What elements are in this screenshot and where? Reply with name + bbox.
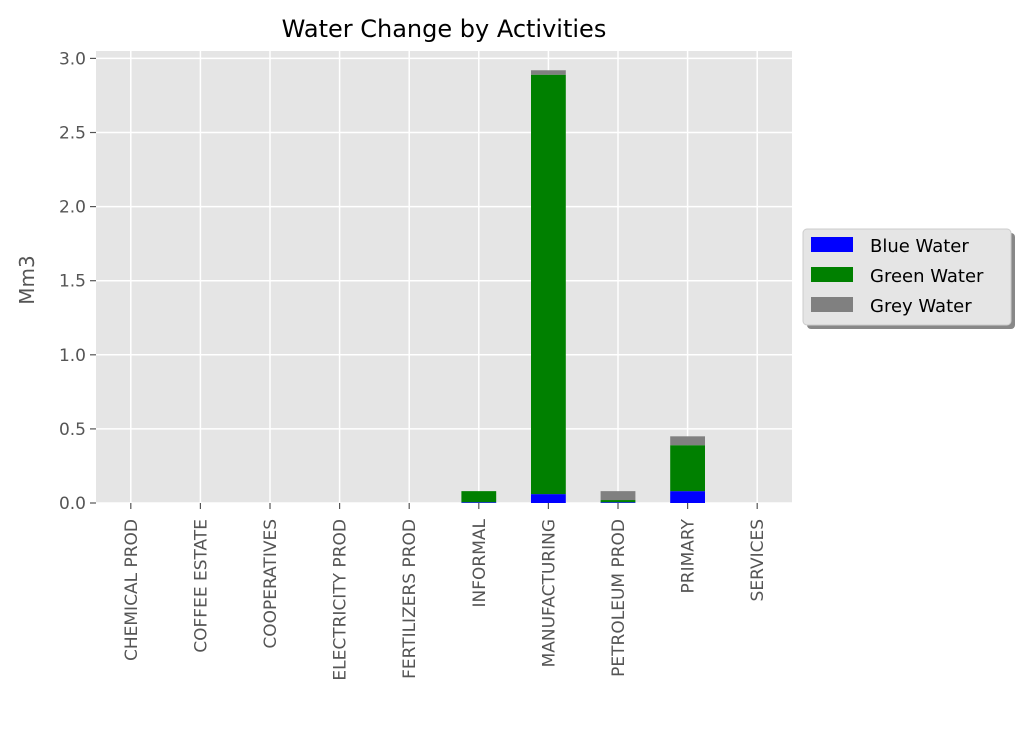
x-tick-label: PETROLEUM PROD xyxy=(609,519,629,677)
x-tick-label: FERTILIZERS PROD xyxy=(400,519,420,679)
bar-grey-water xyxy=(670,436,705,446)
x-tick-label: PRIMARY xyxy=(679,518,699,593)
y-tick-label: 2.0 xyxy=(59,198,86,218)
bar-blue-water xyxy=(600,502,636,503)
grid xyxy=(96,51,792,504)
bar-blue-water xyxy=(461,502,497,503)
y-tick-label: 0.5 xyxy=(59,420,86,440)
plot-background xyxy=(96,51,792,503)
legend-label: Blue Water xyxy=(870,236,969,257)
bar-green-water xyxy=(531,74,566,495)
y-tick-label: 0.0 xyxy=(59,494,86,514)
x-tick-label: SERVICES xyxy=(748,519,768,601)
y-axis-label: Mm3 xyxy=(15,255,39,304)
bar-grey-water xyxy=(600,491,636,501)
legend-box xyxy=(802,228,1012,326)
x-tick-label: INFORMAL xyxy=(470,518,490,607)
legend-label: Grey Water xyxy=(870,296,972,317)
bar-blue-water xyxy=(531,494,566,503)
y-axis: 0.0 0.5 1.0 1.5 2.0 2.5 3.0 xyxy=(59,49,96,514)
bar-blue-water xyxy=(670,491,705,503)
bar-green-water xyxy=(600,500,636,503)
bar-green-water xyxy=(461,491,497,503)
x-tick-label: COOPERATIVES xyxy=(261,519,281,649)
y-tick-label: 2.5 xyxy=(59,124,86,144)
x-tick-label: CHEMICAL PROD xyxy=(122,519,142,661)
bar-grey-water xyxy=(531,70,566,75)
legend-swatch xyxy=(811,267,853,282)
x-tick-label: MANUFACTURING xyxy=(539,519,559,667)
legend-swatch xyxy=(811,237,853,252)
x-tick-label: ELECTRICITY PROD xyxy=(331,519,351,681)
y-tick-label: 1.5 xyxy=(59,272,86,292)
legend-label: Green Water xyxy=(870,266,984,287)
x-tick-label: COFFEE ESTATE xyxy=(191,519,211,653)
legend: Blue Water Green Water Grey Water xyxy=(802,228,1015,329)
bar-green-water xyxy=(670,445,705,492)
y-tick-label: 1.0 xyxy=(59,346,86,366)
legend-swatch xyxy=(811,297,853,312)
chart-title: Water Change by Activities xyxy=(282,15,607,43)
bars xyxy=(461,70,705,503)
y-tick-label: 3.0 xyxy=(59,49,86,69)
x-axis: CHEMICAL PROD COFFEE ESTATE COOPERATIVES EL… xyxy=(122,503,768,681)
